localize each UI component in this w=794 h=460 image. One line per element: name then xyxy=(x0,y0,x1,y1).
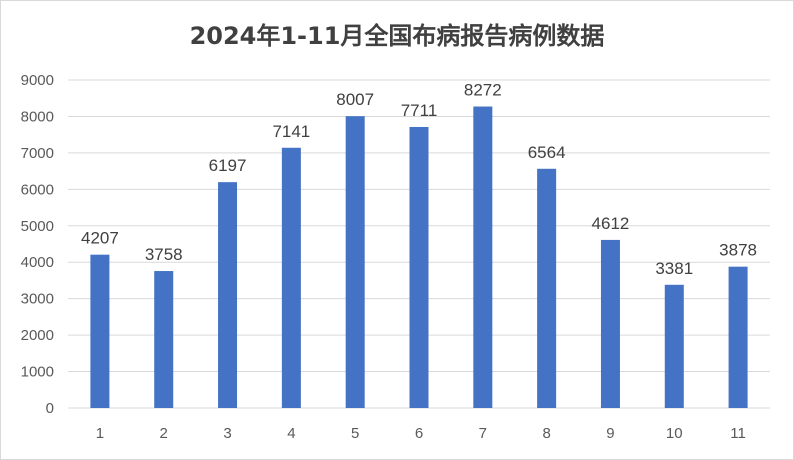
y-axis-ticks: 0 1000 2000 3000 4000 5000 6000 7000 8000 9000 xyxy=(21,72,54,417)
y-tick-label: 4000 xyxy=(21,254,54,271)
data-label: 3758 xyxy=(145,245,183,264)
y-tick-label: 3000 xyxy=(21,291,54,308)
bar xyxy=(600,239,620,408)
y-tick-label: 0 xyxy=(46,400,54,417)
x-tick-label: 1 xyxy=(96,425,104,442)
x-axis-ticks: 1 2 3 4 5 6 7 8 9 10 11 xyxy=(96,425,746,442)
x-tick-label: 4 xyxy=(287,425,295,442)
bar xyxy=(537,168,557,408)
data-label: 4612 xyxy=(592,214,630,233)
x-tick-label: 10 xyxy=(666,425,683,442)
y-tick-label: 8000 xyxy=(21,108,54,125)
data-labels: 4207 3758 6197 7141 8007 7711 8272 6564 4612 3381… xyxy=(81,81,757,278)
y-tick-label: 5000 xyxy=(21,218,54,235)
bar xyxy=(345,116,365,408)
data-label: 6197 xyxy=(209,156,247,175)
x-tick-label: 3 xyxy=(223,425,231,442)
bar xyxy=(154,271,174,408)
x-tick-label: 9 xyxy=(606,425,614,442)
y-tick-label: 9000 xyxy=(21,72,54,89)
data-label: 6564 xyxy=(528,143,566,162)
chart-title: 2024年1-11月全国布病报告病例数据 xyxy=(189,22,605,50)
data-label: 4207 xyxy=(81,229,119,248)
x-tick-label: 8 xyxy=(542,425,550,442)
bar xyxy=(281,147,301,408)
data-label: 3878 xyxy=(719,241,757,260)
bar xyxy=(664,284,684,408)
bar xyxy=(473,106,493,408)
x-tick-label: 7 xyxy=(479,425,487,442)
data-label: 8007 xyxy=(336,90,374,109)
data-label: 3381 xyxy=(655,259,693,278)
x-tick-label: 2 xyxy=(160,425,168,442)
x-tick-label: 5 xyxy=(351,425,359,442)
bars xyxy=(90,106,748,408)
y-tick-label: 6000 xyxy=(21,181,54,198)
x-tick-label: 11 xyxy=(730,425,746,442)
x-tick-label: 6 xyxy=(415,425,423,442)
bar xyxy=(218,182,238,408)
y-tick-label: 7000 xyxy=(21,145,54,162)
data-label: 7711 xyxy=(401,101,438,120)
data-label: 7141 xyxy=(272,122,310,141)
y-tick-label: 1000 xyxy=(21,364,54,381)
bar xyxy=(409,126,429,408)
y-tick-label: 2000 xyxy=(21,327,54,344)
bar xyxy=(90,254,110,408)
bar xyxy=(728,266,748,408)
data-label: 8272 xyxy=(464,81,502,100)
